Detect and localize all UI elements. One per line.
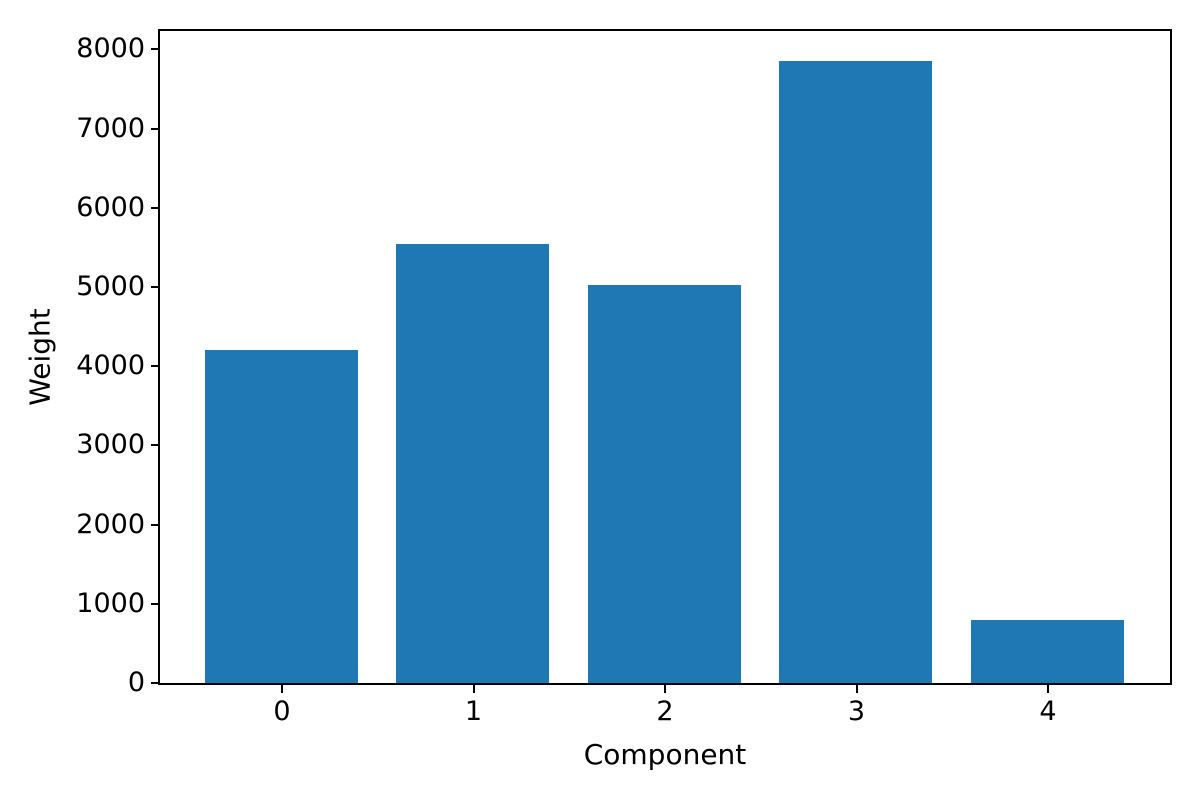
- y-tick-label-1000: 1000: [76, 587, 145, 619]
- x-axis-label: Component: [583, 738, 747, 771]
- y-tick-label-5000: 5000: [76, 271, 145, 302]
- bar-component-3: [779, 61, 932, 683]
- x-tick-mark-4: [1047, 685, 1049, 693]
- bar-component-4: [970, 620, 1124, 683]
- x-tick-label-2: 2: [656, 696, 674, 727]
- y-axis-label-text: Weight: [23, 308, 57, 406]
- x-tick-mark-2: [664, 685, 666, 693]
- y-tick-label-7000: 7000: [76, 112, 145, 144]
- y-tick-mark-4000: [151, 365, 159, 368]
- x-tick-mark-1: [472, 685, 475, 693]
- y-tick-label-2000: 2000: [76, 508, 145, 540]
- y-tick-label-0: 0: [127, 667, 145, 698]
- bar-component-0: [204, 350, 358, 683]
- y-tick-label-8000: 8000: [76, 33, 145, 65]
- y-tick-mark-1000: [151, 602, 159, 605]
- x-tick-label-4: 4: [1039, 696, 1057, 727]
- plot-area: [158, 29, 1172, 685]
- y-tick-mark-6000: [151, 206, 159, 209]
- y-tick-mark-0: [151, 682, 159, 684]
- bar-component-2: [587, 285, 741, 683]
- x-tick-label-0: 0: [273, 696, 291, 727]
- y-tick-label-4000: 4000: [76, 350, 145, 382]
- x-tick-label-3: 3: [847, 696, 866, 727]
- x-tick-mark-3: [855, 685, 858, 693]
- y-tick-label-6000: 6000: [76, 191, 145, 223]
- y-tick-mark-5000: [151, 286, 159, 288]
- x-tick-label-1: 1: [464, 696, 483, 727]
- y-tick-mark-2000: [151, 523, 159, 526]
- x-tick-mark-0: [281, 685, 283, 693]
- y-tick-label-3000: 3000: [76, 429, 145, 461]
- y-tick-mark-8000: [151, 48, 159, 51]
- y-tick-mark-3000: [151, 444, 159, 447]
- bar-component-1: [396, 244, 549, 683]
- y-tick-mark-7000: [151, 127, 159, 130]
